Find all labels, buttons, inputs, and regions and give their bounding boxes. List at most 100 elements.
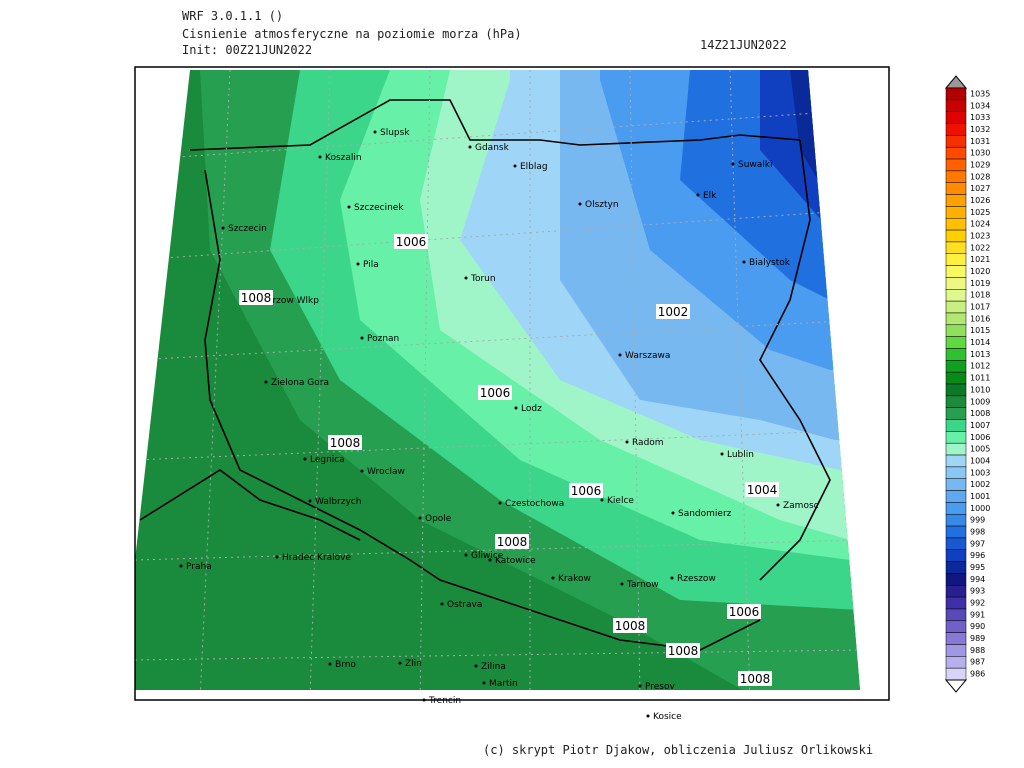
city-marker: [776, 503, 780, 507]
colorbar-label: 1032: [970, 125, 990, 134]
colorbar-swatch: [945, 644, 967, 657]
city-marker: [360, 469, 364, 473]
city-marker: [498, 501, 502, 505]
city-marker: [275, 555, 279, 559]
city-marker: [638, 684, 642, 688]
valid-time: 14Z21JUN2022: [700, 38, 787, 52]
header-line: Cisnienie atmosferyczne na poziomie morz…: [182, 27, 522, 41]
city-label: Praha: [186, 562, 212, 572]
contour-label: 1006: [729, 605, 760, 619]
colorbar-swatch: [945, 549, 967, 562]
colorbar-swatch: [945, 253, 967, 266]
city-label: Rzeszow: [677, 574, 716, 584]
city-marker: [360, 336, 364, 340]
city-label: Poznan: [367, 334, 399, 344]
colorbar-swatch: [945, 431, 967, 444]
city-marker: [671, 511, 675, 515]
colorbar-swatch: [945, 608, 967, 622]
footer: (c) skrypt Piotr Djakow, obliczenia Juli…: [483, 743, 873, 757]
contour-label: 1006: [396, 235, 427, 249]
colorbar-label: 1013: [970, 350, 990, 359]
contour-label: 1008: [740, 672, 771, 686]
colorbar-swatch: [945, 502, 967, 515]
city-label: Ostrava: [447, 600, 482, 610]
city-marker: [646, 714, 650, 718]
colorbar-swatch: [945, 656, 967, 669]
colorbar-label: 1030: [970, 149, 990, 158]
colorbar-swatch: [945, 632, 967, 645]
colorbar-swatch: [945, 289, 967, 302]
colorbar-swatch: [945, 170, 967, 183]
city-label: Hradec Kralove: [282, 553, 351, 563]
city-marker: [398, 661, 402, 665]
colorbar-label: 1008: [970, 409, 990, 418]
colorbar-label: 1004: [970, 456, 990, 465]
city-marker: [179, 564, 183, 568]
city-label: Elblag: [520, 162, 548, 172]
contour-label-bg: [569, 483, 603, 498]
colorbar-label: 1000: [970, 504, 990, 513]
colorbar-swatch: [945, 135, 967, 148]
colorbar-swatch: [945, 229, 967, 243]
city-label: Opole: [425, 514, 452, 524]
contour-label: 1004: [747, 483, 778, 497]
city-label: Zilina: [481, 662, 506, 672]
city-label: Wroclaw: [367, 467, 405, 477]
colorbar-label: 1019: [970, 279, 990, 288]
city-marker: [482, 681, 486, 685]
city-marker: [514, 406, 518, 410]
colorbar-swatch: [945, 265, 967, 278]
contour-label-bg: [495, 534, 529, 549]
colorbar-swatch: [945, 561, 967, 574]
contour-label: 1008: [330, 436, 361, 450]
city-label: Zielona Gora: [271, 378, 329, 388]
contour-label: 1008: [497, 535, 528, 549]
colorbar-swatch: [945, 194, 967, 207]
colorbar-swatch: [945, 585, 967, 598]
colorbar-label: 998: [970, 528, 985, 537]
contour-label-bg: [666, 643, 700, 658]
city-label: Krakow: [558, 574, 591, 584]
city-marker: [578, 202, 582, 206]
colorbar-label: 1031: [970, 137, 990, 146]
colorbar-label: 1018: [970, 291, 990, 300]
colorbar-swatch: [945, 620, 967, 633]
city-marker: [356, 262, 360, 266]
colorbar-label: 1034: [970, 101, 990, 110]
city-marker: [696, 193, 700, 197]
contour-label-bg: [478, 385, 512, 400]
city-marker: [308, 499, 312, 503]
city-marker: [513, 164, 517, 168]
colorbar-label: 986: [970, 670, 985, 679]
colorbar-swatch: [945, 466, 967, 479]
contour-label-bg: [328, 435, 362, 450]
colorbar-label: 1021: [970, 255, 990, 264]
colorbar-swatch: [945, 395, 967, 408]
city-label: Kielce: [607, 496, 634, 506]
header-line: WRF 3.0.1.1 (): [182, 9, 283, 23]
colorbar-swatch: [945, 146, 967, 160]
contour-label: 1006: [480, 386, 511, 400]
colorbar-label: 996: [970, 551, 985, 560]
city-label: Gliwice: [471, 551, 504, 561]
contour-label: 1006: [571, 484, 602, 498]
colorbar-label: 997: [970, 539, 985, 548]
colorbar-label: 1023: [970, 232, 990, 241]
city-label: Lodz: [521, 404, 542, 414]
city-marker: [474, 664, 478, 668]
colorbar-swatch: [945, 217, 967, 231]
colorbar-label: 1029: [970, 160, 990, 169]
city-marker: [328, 662, 332, 666]
contour-label: 1008: [241, 291, 272, 305]
colorbar-swatch: [945, 407, 967, 420]
colorbar-swatch: [945, 241, 967, 255]
contour-label: 1008: [615, 619, 646, 633]
colorbar-label: 991: [970, 610, 985, 619]
colorbar-label: 989: [970, 634, 985, 643]
colorbar-label: 1016: [970, 314, 990, 323]
city-label: Walbrzych: [315, 497, 361, 507]
city-label: Katowice: [495, 556, 536, 566]
colorbar-label: 1006: [970, 433, 990, 442]
city-marker: [440, 602, 444, 606]
colorbar-swatch: [945, 99, 967, 112]
